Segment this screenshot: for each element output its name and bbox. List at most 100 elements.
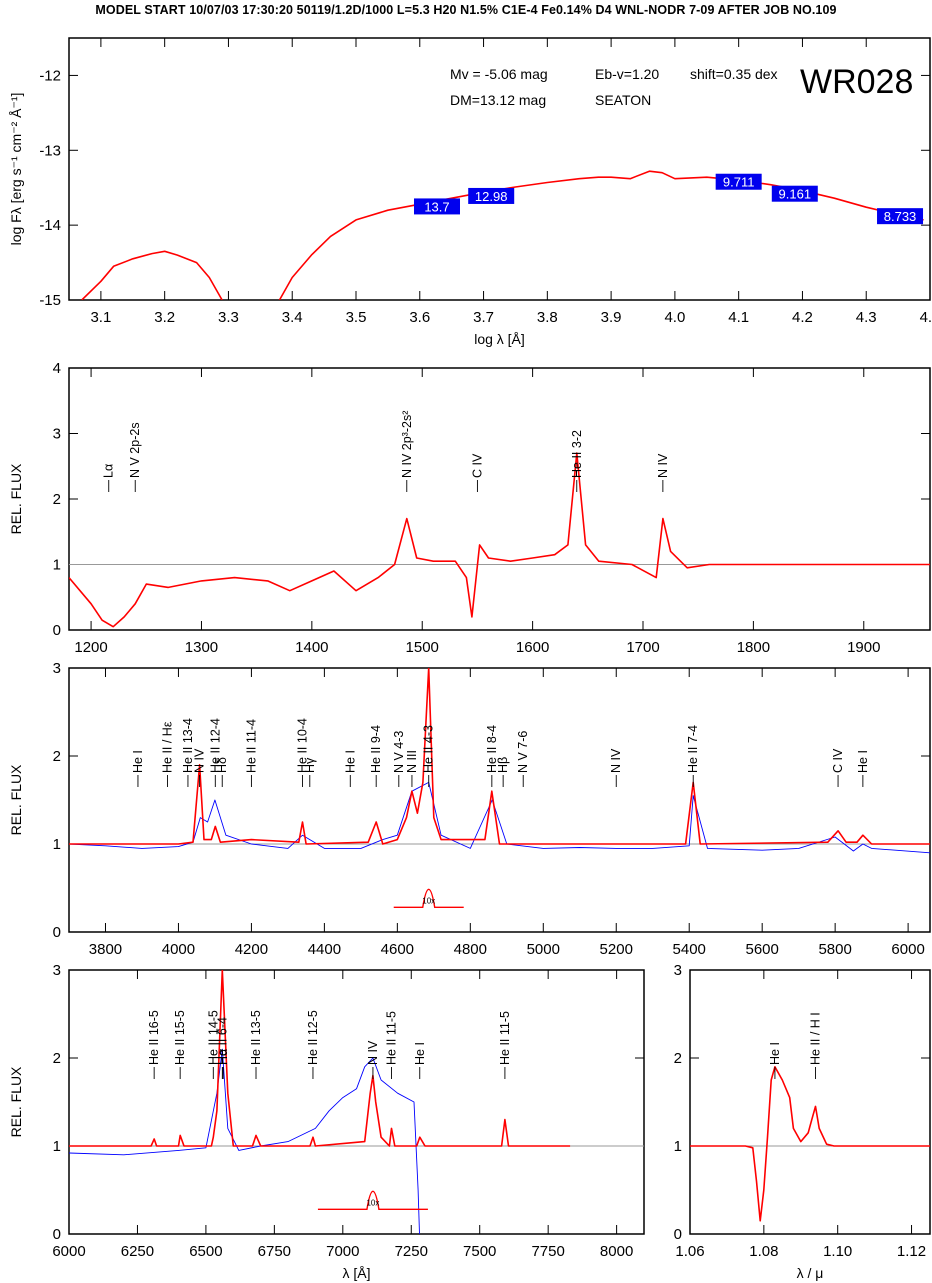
x-tick-label: 5200 [600, 941, 633, 958]
line-id-label: N IV [609, 748, 623, 773]
ebv-annotation: Eb-v=1.20 [595, 66, 659, 82]
line-id-label: He II 14-5 [206, 1010, 220, 1065]
uv-panel: 1200 1300 1400 1500 1600 1700 1800 1900 0 1 2 3 4 REL… [8, 360, 931, 656]
model-spectrum [69, 452, 930, 628]
line-id-label: He I [856, 750, 870, 773]
y-tick-label: 3 [53, 426, 61, 443]
line-id-label: He II 9-4 [369, 725, 383, 773]
line-id-label: He II 16-5 [147, 1010, 161, 1065]
y-tick-label: 0 [53, 924, 61, 941]
x-tick-label: 3.1 [90, 309, 111, 326]
line-id-label: N III [405, 750, 419, 773]
y-axis-label: log Fλ [erg s⁻¹ cm⁻² Å⁻¹] [8, 93, 24, 246]
y-axis-label: REL. FLUX [8, 1066, 24, 1137]
x-tick-label: 4.1 [728, 309, 749, 326]
x-tick-label: 1200 [74, 639, 107, 656]
y-tick-label: 2 [674, 1050, 682, 1067]
x-tick-label: 5400 [673, 941, 706, 958]
x-tick-label: 7750 [531, 1243, 564, 1260]
y-tick-label: 0 [53, 622, 61, 639]
y-axis-label: REL. FLUX [8, 463, 24, 534]
line-id-label: He II 15-5 [173, 1010, 187, 1065]
y-tick-label: 0 [674, 1226, 682, 1243]
line-id-label: He I [413, 1042, 427, 1065]
x-tick-label: 3.7 [473, 309, 494, 326]
line-id-label: He II 11-5 [498, 1011, 512, 1065]
x-tick-label: 8000 [600, 1243, 633, 1260]
line-id-label: N V 4-3 [392, 731, 406, 773]
line-id-label: He II 10-4 [295, 718, 309, 773]
line-id-label: He II 8-4 [485, 725, 499, 773]
y-tick-label: 2 [53, 748, 61, 765]
x-tick-label: 4.0 [664, 309, 685, 326]
x-tick-label: 1.12 [897, 1243, 926, 1260]
plot-frame [68, 367, 931, 631]
model-spectrum-uv [81, 250, 223, 300]
line-id-label: He II 4-3 [422, 725, 436, 773]
x-tick-label: 3.2 [154, 309, 175, 326]
line-id-label: He I [768, 1042, 782, 1065]
line-id-label: N V 2p-2s [128, 422, 142, 478]
x-tick-label: 6750 [258, 1243, 291, 1260]
line-id-label: He I [131, 750, 145, 773]
line-id-label: Lα [102, 464, 116, 478]
photometry-box [715, 173, 762, 190]
y-tick-label: 0 [53, 1226, 61, 1243]
y-tick-label: 1 [53, 557, 61, 574]
x-tick-label: 4800 [454, 941, 487, 958]
x-tick-label: 6250 [121, 1243, 154, 1260]
page-title: MODEL START 10/07/03 17:30:20 50119/1.2D… [95, 3, 837, 17]
x-tick-label: 1300 [185, 639, 218, 656]
photometry-box [877, 208, 924, 225]
model-spectrum [278, 170, 924, 300]
line-id-label: Hγ [303, 757, 317, 773]
x-tick-label: 5800 [818, 941, 851, 958]
x-tick-label: 1700 [626, 639, 659, 656]
y-tick-label: 4 [53, 360, 61, 377]
x-tick-label: 1600 [516, 639, 549, 656]
line-id-label: N IV 2p³-2s² [400, 411, 414, 478]
mv-annotation: Mv = -5.06 mag [450, 66, 548, 82]
photometry-label: 8.733 [884, 209, 917, 224]
y-axis-label: REL. FLUX [8, 764, 24, 835]
line-id-label: He I [343, 750, 357, 773]
line-id-label: He II 12-5 [306, 1010, 320, 1065]
line-id-label: He II 6-4 [215, 1017, 229, 1065]
model-spectrum [69, 668, 930, 845]
y-tick-label: 3 [674, 962, 682, 979]
y-tick-label: 1 [53, 1138, 61, 1155]
observed-spectrum [69, 1048, 420, 1234]
x-tick-label: 3.9 [601, 309, 622, 326]
y-tick-label: 3 [53, 962, 61, 979]
inset-curve [393, 888, 464, 909]
x-axis-label: λ [Å] [342, 1265, 370, 1281]
y-tick-label: -15 [39, 292, 61, 309]
plot-frame [689, 969, 931, 1235]
x-tick-label: 4.2 [792, 309, 813, 326]
y-tick-label: -12 [39, 67, 61, 84]
plot-frame [68, 667, 931, 933]
star-name: WR028 [800, 63, 913, 101]
photometry-label: 9.711 [723, 175, 755, 190]
photometry-box [771, 185, 818, 202]
x-tick-label: 1.08 [749, 1243, 778, 1260]
inset-label: 10x [422, 896, 435, 905]
line-id-label: He II 11-5 [385, 1011, 399, 1065]
optical-blue-panel: 3800 4000 4200 4400 4600 4800 5000 5200 5400 5600… [8, 660, 931, 958]
x-tick-label: 4400 [308, 941, 341, 958]
line-id-label: He II 13-5 [249, 1010, 263, 1065]
y-tick-label: 3 [53, 660, 61, 677]
x-tick-label: 7500 [463, 1243, 496, 1260]
x-tick-label: 1500 [406, 639, 439, 656]
y-tick-label: -14 [39, 217, 61, 234]
line-id-label: N V 7-6 [516, 731, 530, 773]
x-tick-label: 3.6 [409, 309, 430, 326]
line-id-label: Hδ [215, 757, 229, 773]
x-tick-label: 7000 [326, 1243, 359, 1260]
inset-label: 10x [366, 1198, 379, 1207]
y-tick-label: 1 [53, 836, 61, 853]
y-tick-label: 2 [53, 1050, 61, 1067]
x-tick-label: 4.4 [920, 309, 932, 326]
shift-annotation: shift=0.35 dex [690, 66, 778, 82]
line-id-label: Hβ [496, 757, 510, 773]
